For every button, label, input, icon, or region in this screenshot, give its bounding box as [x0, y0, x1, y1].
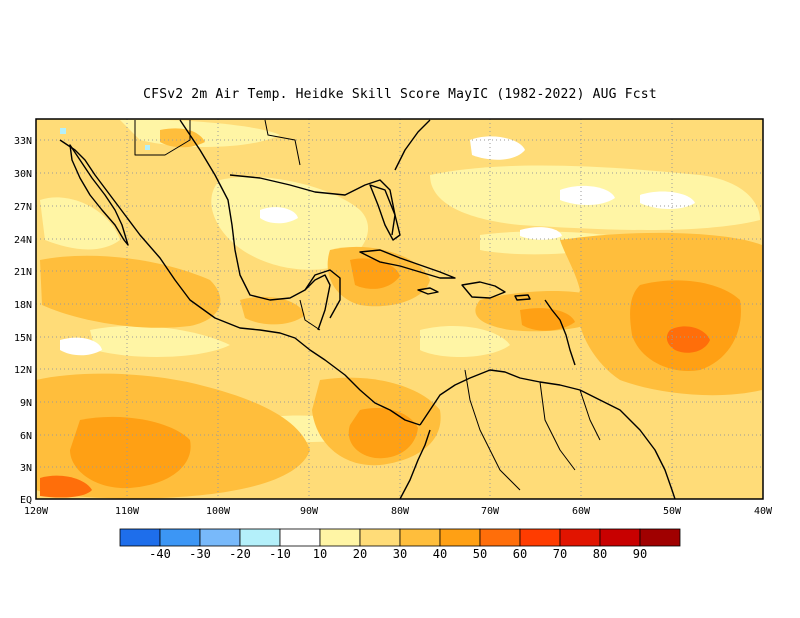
colorbar-label: 60: [513, 547, 527, 561]
score-field: [36, 119, 763, 499]
grid-lines: [36, 119, 763, 499]
lon-tick: 120W: [24, 506, 49, 517]
lon-tick: 70W: [481, 506, 500, 517]
colorbar-swatch: [199, 528, 241, 547]
lat-tick: 15N: [14, 333, 32, 344]
lon-tick: 40W: [754, 506, 773, 517]
colorbar-swatch: [639, 528, 681, 547]
colorbar-label: 90: [633, 547, 647, 561]
lon-tick: 90W: [300, 506, 319, 517]
lon-tick: 60W: [572, 506, 591, 517]
map-title: CFSv2 2m Air Temp. Heidke Skill Score Ma…: [143, 87, 657, 102]
colorbar-label: -40: [149, 547, 171, 561]
lat-tick: 27N: [14, 202, 32, 213]
lat-tick: 30N: [14, 169, 32, 180]
colorbar-swatch: [599, 528, 641, 547]
colorbar-swatch: [519, 528, 561, 547]
lon-tick: 100W: [206, 506, 231, 517]
colorbar-label: 70: [553, 547, 567, 561]
colorbar-swatch: [359, 528, 401, 547]
lat-tick: 3N: [20, 463, 32, 474]
lat-tick: 12N: [14, 365, 32, 376]
lon-tick: 80W: [391, 506, 410, 517]
lat-tick: 24N: [14, 235, 32, 246]
lat-tick: EQ: [20, 495, 32, 506]
lon-tick: 50W: [663, 506, 682, 517]
colorbar-swatch: [559, 528, 601, 547]
colorbar-swatch: [159, 528, 201, 547]
field-band-neg10: [60, 128, 150, 150]
lat-tick: 18N: [14, 300, 32, 311]
colorbar-label: 50: [473, 547, 487, 561]
lon-tick: 110W: [115, 506, 140, 517]
colorbar-label: 10: [313, 547, 327, 561]
colorbar-swatch: [239, 528, 281, 547]
colorbar-swatch: [119, 528, 161, 547]
lat-tick: 6N: [20, 431, 32, 442]
colorbar-label: -30: [189, 547, 211, 561]
colorbar-label: 40: [433, 547, 447, 561]
colorbar-label: 80: [593, 547, 607, 561]
coastlines: [59, 119, 676, 499]
colorbar-label: -20: [229, 547, 251, 561]
lon-axis: 120W 110W 100W 90W 80W 70W 60W 50W 40W: [24, 506, 773, 517]
lat-tick: 33N: [14, 136, 32, 147]
colorbar-label: -10: [269, 547, 291, 561]
field-band-60: [40, 326, 710, 498]
colorbar: -40 -30 -20 -10 10 20 30 40 50 60 70 80 90: [119, 528, 681, 561]
colorbar-label: 20: [353, 547, 367, 561]
colorbar-swatch: [479, 528, 521, 547]
colorbar-swatch: [279, 528, 321, 547]
colorbar-swatch: [439, 528, 481, 547]
colorbar-swatch: [399, 528, 441, 547]
lat-axis: EQ 3N 6N 9N 12N 15N 18N 21N 24N 27N 30N …: [14, 136, 32, 506]
colorbar-label: 30: [393, 547, 407, 561]
lat-tick: 9N: [20, 398, 32, 409]
lat-tick: 21N: [14, 267, 32, 278]
colorbar-swatch: [319, 528, 361, 547]
plot-frame: [35, 118, 764, 500]
